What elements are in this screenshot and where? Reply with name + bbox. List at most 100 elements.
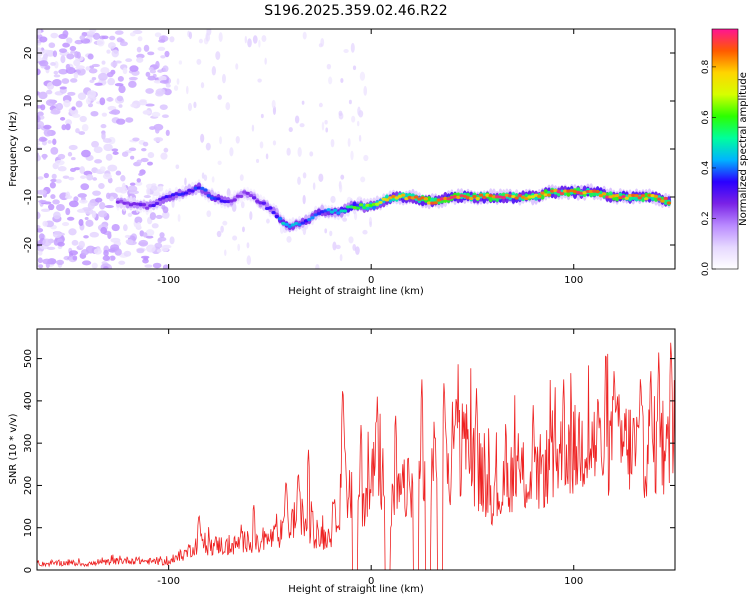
spectrogram-ridge-cell bbox=[456, 195, 461, 199]
spectrogram-noise-blob bbox=[53, 211, 61, 220]
spectrogram-noise-blob bbox=[198, 38, 203, 44]
spectrogram-noise-blob bbox=[66, 37, 73, 44]
spectrogram-ridge-cell bbox=[268, 206, 273, 210]
spectrogram-noise-blob bbox=[84, 216, 89, 221]
spectrogram-noise-blob bbox=[97, 210, 108, 218]
spectrogram-ridge-cell bbox=[358, 203, 364, 207]
spectrogram-noise-blob bbox=[107, 164, 118, 172]
spectrogram-ridge-cell bbox=[138, 202, 143, 207]
spectrogram-noise-blob bbox=[184, 177, 187, 186]
spectrogram-ridge-cell bbox=[365, 203, 370, 207]
spectrogram-noise-blob bbox=[165, 83, 171, 88]
spectrogram-noise-blob bbox=[52, 138, 57, 146]
spectrogram-ridge-cell bbox=[530, 195, 536, 199]
spectrogram-noise-blob bbox=[120, 174, 126, 182]
spectrogram-ridge-cell bbox=[537, 194, 542, 198]
spectrogram-noise-blob bbox=[206, 210, 212, 218]
spectrogram-ridge-cell bbox=[310, 216, 315, 220]
spectrogram-noise-blob bbox=[62, 175, 70, 179]
spectrogram-noise-blob bbox=[117, 76, 124, 82]
spectrogram-noise-blob bbox=[258, 39, 261, 48]
spectrogram-noise-blob bbox=[60, 55, 66, 64]
spectrogram-ridge-cell bbox=[624, 196, 629, 200]
spectrogram-ridge-cell bbox=[563, 189, 568, 193]
spectrogram-ridge-cell bbox=[203, 188, 208, 192]
spectrogram-noise-blob bbox=[55, 203, 65, 212]
spectrogram-ridge-cell bbox=[213, 197, 218, 201]
spectrogram-noise-blob bbox=[49, 181, 56, 189]
spectrogram-noise-blob bbox=[91, 210, 97, 219]
spectrogram-noise-blob bbox=[332, 241, 337, 251]
spectrogram-noise-blob bbox=[363, 85, 368, 96]
spectrogram-noise-blob bbox=[65, 207, 71, 216]
spectrogram-noise-blob bbox=[116, 118, 126, 125]
spectrogram-noise-blob bbox=[93, 248, 102, 255]
spectrogram-noise-blob bbox=[246, 255, 252, 266]
spectrogram-noise-blob bbox=[47, 140, 52, 144]
spectrogram-noise-blob bbox=[83, 235, 89, 239]
colorbar: 0.0 0.2 0.4 0.6 0.8 Normalized spectral ampl… bbox=[701, 28, 749, 276]
spectrogram-noise-blob bbox=[50, 32, 59, 39]
spectrogram-noise-blob bbox=[221, 73, 226, 84]
spectrogram-noise-blob bbox=[360, 176, 366, 183]
spectrogram-noise-blob bbox=[67, 151, 73, 157]
spectrogram-ridge-cell bbox=[657, 197, 662, 201]
spectrogram-noise-blob bbox=[159, 104, 168, 110]
snr-y-tick-label: 100 bbox=[23, 518, 34, 537]
spectrogram-noise-blob bbox=[162, 65, 169, 73]
spectrogram-ridge-cell bbox=[520, 195, 526, 199]
spectrogram-noise-blob bbox=[107, 42, 116, 49]
spectrogram-noise-blob bbox=[155, 214, 163, 219]
spectrogram-ridge-cell bbox=[277, 217, 283, 221]
spectrogram-noise-blob bbox=[251, 124, 255, 132]
spectrogram-noise-blob bbox=[92, 177, 98, 181]
spectrogram-noise-blob bbox=[149, 69, 157, 74]
spectrogram-noise-blob bbox=[128, 80, 137, 88]
spectrogram-noise-blob bbox=[136, 57, 144, 63]
spectrogram-ridge-cell bbox=[264, 202, 270, 209]
spectrogram-noise-blob bbox=[98, 72, 108, 81]
spectrogram-noise-blob bbox=[68, 144, 78, 151]
spectrogram-noise-blob bbox=[157, 69, 164, 73]
spectrogram-noise-blob bbox=[92, 32, 101, 40]
spectrogram-noise-blob bbox=[107, 77, 116, 86]
snr-frame bbox=[36, 328, 676, 571]
spectrogram-noise-blob bbox=[265, 153, 269, 160]
spectrogram-noise-blob bbox=[318, 173, 324, 182]
spectrogram-noise-blob bbox=[153, 79, 162, 84]
spectrogram-ridge-cell bbox=[300, 221, 305, 225]
spectrogram-noise-blob bbox=[85, 66, 91, 71]
spectrogram-ridge-cell bbox=[511, 195, 516, 199]
spectrogram-noise-blob bbox=[37, 56, 43, 62]
spectrogram-ridge-cell bbox=[274, 214, 280, 219]
spectrogram-ridge-cell bbox=[148, 204, 153, 208]
spectrogram-noise-blob bbox=[363, 154, 369, 162]
spectrogram-noise-blob bbox=[138, 172, 144, 176]
spectrogram-ridge-cell bbox=[433, 201, 438, 205]
spectrogram-noise-blob bbox=[55, 102, 64, 111]
spectrogram-x-ticks: -100 0 100 bbox=[157, 29, 583, 286]
spectrogram-ridge-cell bbox=[384, 198, 390, 202]
spectrogram-noise-blob bbox=[69, 45, 77, 52]
spectrogram-ridge-cell bbox=[491, 195, 497, 199]
spectrogram-noise-blob bbox=[302, 194, 306, 205]
spectrogram-ridge-cell bbox=[375, 202, 380, 206]
spectrogram-noise-blob bbox=[93, 146, 103, 154]
spectrogram-noise-blob bbox=[37, 29, 42, 36]
spectrogram-noise-blob bbox=[38, 91, 48, 100]
spectrogram-noise-blob bbox=[272, 140, 277, 146]
spectrogram-ridge-cell bbox=[501, 195, 506, 200]
spectrogram-noise-blob bbox=[52, 231, 62, 238]
spectrogram-ridge-cell bbox=[154, 201, 160, 206]
spectrogram-ridge-cell bbox=[157, 197, 163, 201]
spectrogram-ridge-cell bbox=[446, 197, 451, 201]
colorbar-tick-label: 0.8 bbox=[701, 59, 711, 74]
snr-y-axis-label: SNR (10 * v/v) bbox=[8, 413, 19, 484]
spectrogram-noise-blob bbox=[328, 76, 333, 85]
spectrogram-ridge-cell bbox=[546, 193, 552, 197]
spectrogram-noise-blob bbox=[176, 78, 180, 85]
spectrogram-noise-blob bbox=[110, 61, 118, 68]
snr-y-tick-label: 300 bbox=[23, 434, 34, 453]
spectrogram-ridge-cell bbox=[222, 200, 228, 204]
spectrogram-noise-blob bbox=[57, 166, 67, 172]
